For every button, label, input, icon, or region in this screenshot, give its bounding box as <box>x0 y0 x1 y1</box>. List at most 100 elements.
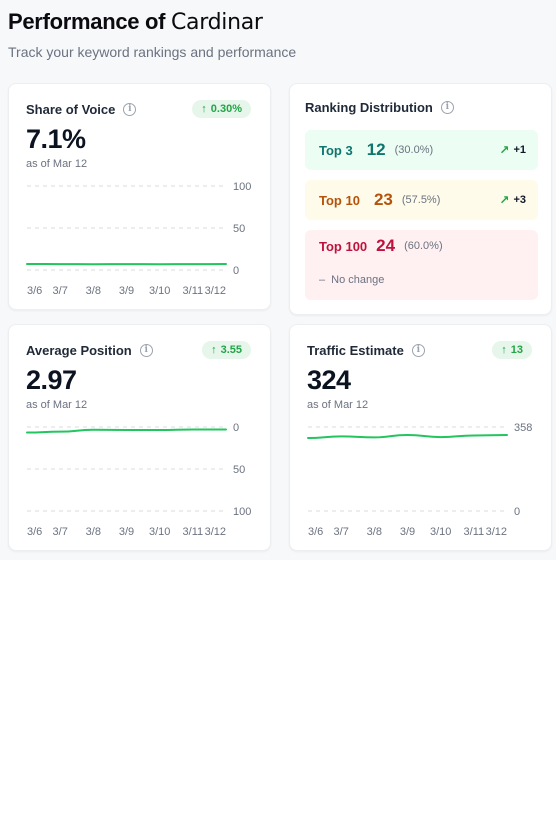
y-tick-label: 0 <box>233 265 239 277</box>
data-point[interactable] <box>220 423 232 435</box>
average-position-chart: 0 50 100 3/6 3/7 3/8 3/9 3/10 3/11 3/12 <box>21 422 251 538</box>
y-tick-label: 100 <box>233 506 251 518</box>
data-point[interactable] <box>468 429 480 441</box>
data-point[interactable] <box>220 258 232 270</box>
data-point[interactable] <box>121 258 133 270</box>
as-of-date: as of Mar 12 <box>307 399 369 411</box>
badge-value: 3.55 <box>220 344 242 356</box>
x-tick-label: 3/10 <box>149 526 170 538</box>
card-title: Share of Voice <box>26 102 116 117</box>
traffic-estimate-card: Traffic Estimate i ↑ 13 324 as of Mar 12… <box>289 324 552 551</box>
data-point[interactable] <box>187 258 199 270</box>
share-of-voice-chart: 100 50 0 3/6 3/7 3/8 3/9 3/10 3/11 3/12 <box>21 181 251 297</box>
x-tick-label: 3/6 <box>27 285 42 297</box>
info-icon[interactable]: i <box>139 344 153 357</box>
x-tick-label: 3/8 <box>86 526 101 538</box>
x-tick-label: 3/10 <box>149 285 170 297</box>
data-point[interactable] <box>154 258 166 270</box>
info-icon[interactable]: i <box>411 344 425 357</box>
x-tick-label: 3/12 <box>205 526 226 538</box>
data-point[interactable] <box>501 429 513 441</box>
ranking-percent: (57.5%) <box>401 194 441 206</box>
ranking-count: 12 <box>366 140 386 159</box>
data-point[interactable] <box>302 432 314 444</box>
ranking-change: – No change <box>319 274 384 286</box>
data-point[interactable] <box>21 258 33 270</box>
x-tick-label: 3/9 <box>119 526 134 538</box>
x-tick-label: 3/10 <box>430 526 451 538</box>
x-tick-label: 3/9 <box>400 526 415 538</box>
brand-name: Cardinar <box>171 10 263 35</box>
arrow-up-icon: ↑ <box>501 344 507 356</box>
x-tick-label: 3/6 <box>27 526 42 538</box>
info-icon[interactable]: i <box>440 101 454 114</box>
x-tick-label: 3/6 <box>308 526 323 538</box>
data-point[interactable] <box>121 424 133 436</box>
change-badge: ↑ 13 <box>492 341 532 359</box>
ranking-percent: (30.0%) <box>394 144 434 156</box>
x-tick-label: 3/12 <box>205 285 226 297</box>
ranking-label: Top 10 <box>319 192 360 208</box>
data-point[interactable] <box>87 424 99 436</box>
change-value: +1 <box>513 144 526 156</box>
metric-value: 2.97 <box>26 365 77 395</box>
y-tick-label: 50 <box>233 464 245 476</box>
data-point[interactable] <box>54 426 66 438</box>
page-header: Performance of Cardinar Track your keywo… <box>8 8 548 61</box>
page-subtitle: Track your keyword rankings and performa… <box>8 44 297 60</box>
y-tick-label: 358 <box>514 422 532 434</box>
x-tick-label: 3/9 <box>119 285 134 297</box>
data-point[interactable] <box>435 431 447 443</box>
change-badge: ↑ 0.30% <box>192 100 251 118</box>
data-point[interactable] <box>87 258 99 270</box>
change-text: No change <box>331 274 385 286</box>
dash-icon: – <box>319 274 326 286</box>
badge-value: 13 <box>510 344 523 356</box>
ranking-change: ↗ +1 <box>499 143 526 157</box>
card-title: Traffic Estimate <box>307 343 404 358</box>
ranking-row-top100[interactable]: Top 100 24 (60.0%) – No change <box>305 230 538 300</box>
y-tick-label: 50 <box>233 223 245 235</box>
y-tick-label: 0 <box>233 422 239 434</box>
ranking-row-top3[interactable]: Top 3 12 (30.0%) ↗ +1 <box>305 130 538 170</box>
traffic-estimate-chart: 358 0 3/6 3/7 3/8 3/9 3/10 3/11 3/12 <box>302 422 532 538</box>
x-tick-label: 3/12 <box>486 526 507 538</box>
x-tick-label: 3/7 <box>53 285 68 297</box>
arrow-up-icon: ↑ <box>201 103 207 115</box>
x-tick-label: 3/8 <box>86 285 101 297</box>
ranking-row-top10[interactable]: Top 10 23 (57.5%) ↗ +3 <box>305 180 538 220</box>
x-tick-label: 3/7 <box>334 526 349 538</box>
x-tick-label: 3/8 <box>367 526 382 538</box>
x-tick-label: 3/11 <box>183 285 204 297</box>
data-point[interactable] <box>154 424 166 436</box>
x-tick-label: 3/7 <box>53 526 68 538</box>
average-position-card: Average Position i ↑ 3.55 2.97 as of Mar… <box>8 324 271 551</box>
card-title: Average Position <box>26 343 132 358</box>
card-title: Ranking Distribution <box>305 100 433 115</box>
data-point[interactable] <box>335 430 347 442</box>
ranking-change: ↗ +3 <box>499 193 526 207</box>
y-tick-label: 0 <box>514 506 520 518</box>
metric-value: 7.1% <box>26 124 86 154</box>
series-line <box>26 428 227 434</box>
data-point[interactable] <box>54 258 66 270</box>
y-tick-label: 100 <box>233 181 251 193</box>
trending-up-icon: ↗ <box>499 143 510 157</box>
change-badge: ↑ 3.55 <box>202 341 251 359</box>
data-point[interactable] <box>368 431 380 443</box>
trending-up-icon: ↗ <box>499 193 510 207</box>
data-point[interactable] <box>402 429 414 441</box>
change-value: +3 <box>513 194 526 206</box>
share-of-voice-card: Share of Voice i ↑ 0.30% 7.1% as of Mar … <box>8 83 271 310</box>
ranking-label: Top 3 <box>319 142 353 158</box>
ranking-count: 24 <box>376 236 396 255</box>
ranking-label: Top 100 <box>319 238 368 254</box>
ranking-distribution-card: Ranking Distribution i Top 3 12 (30.0%) … <box>289 83 552 315</box>
info-icon[interactable]: i <box>123 103 137 116</box>
badge-value: 0.30% <box>210 103 242 115</box>
data-point[interactable] <box>187 424 199 436</box>
data-point[interactable] <box>21 427 33 439</box>
metric-value: 324 <box>307 365 351 395</box>
as-of-date: as of Mar 12 <box>26 399 88 411</box>
page-title: Performance of Cardinar <box>8 9 263 35</box>
